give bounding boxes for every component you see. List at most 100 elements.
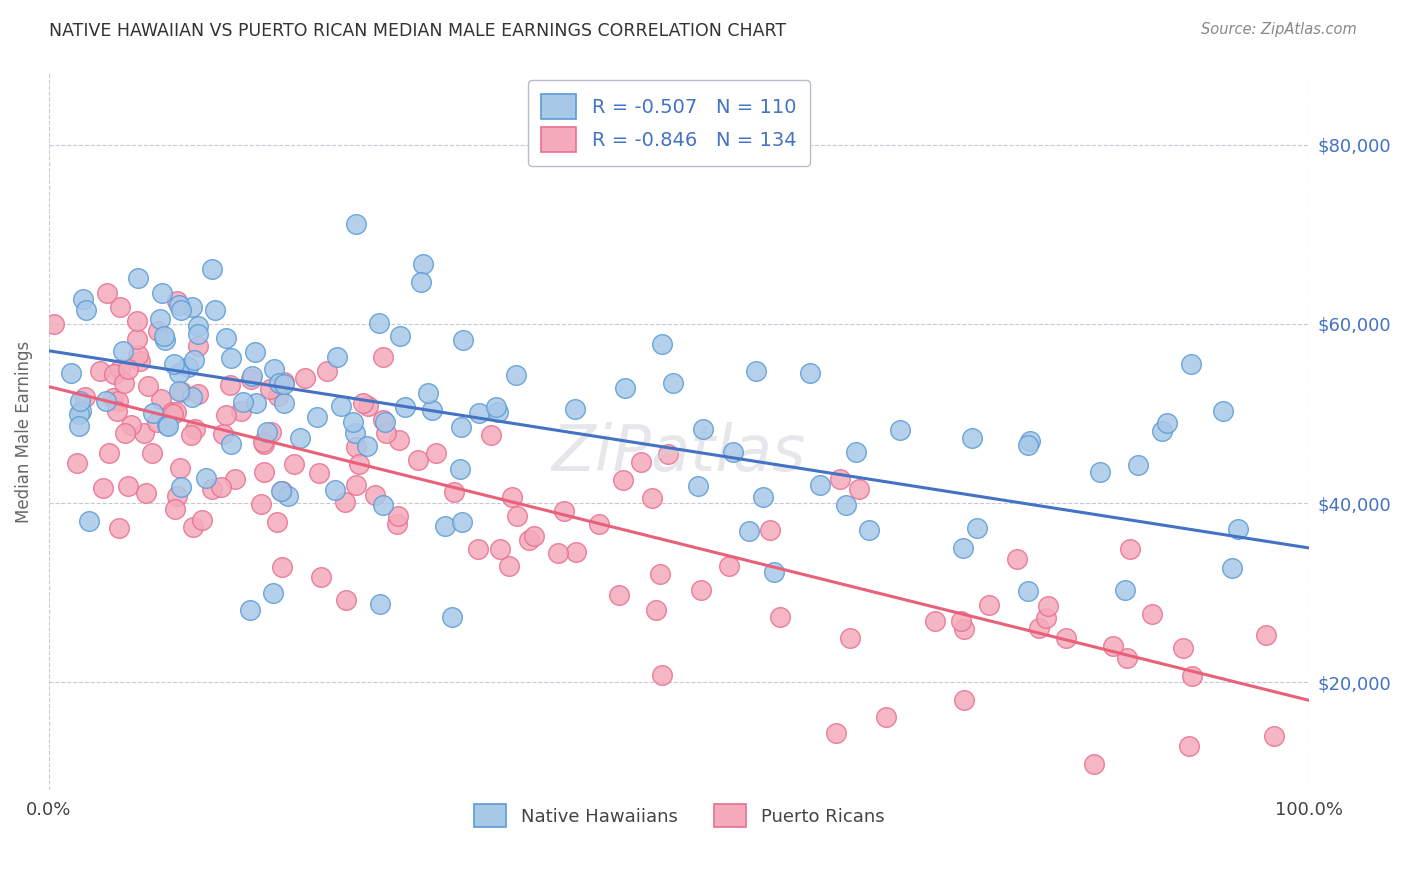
Point	[277, 489, 299, 503]
Point	[232, 395, 254, 409]
Point	[184, 421, 207, 435]
Point	[1227, 522, 1250, 536]
Point	[125, 332, 148, 346]
Point	[107, 521, 129, 535]
Point	[146, 415, 169, 429]
Point	[219, 351, 242, 365]
Point	[344, 217, 367, 231]
Point	[59, 366, 82, 380]
Point	[170, 480, 193, 494]
Point	[224, 472, 246, 486]
Text: NATIVE HAWAIIAN VS PUERTO RICAN MEDIAN MALE EARNINGS CORRELATION CHART: NATIVE HAWAIIAN VS PUERTO RICAN MEDIAN M…	[49, 22, 786, 40]
Point	[190, 513, 212, 527]
Point	[330, 399, 353, 413]
Point	[952, 541, 974, 556]
Point	[204, 303, 226, 318]
Point	[156, 417, 179, 432]
Point	[738, 524, 761, 538]
Point	[769, 610, 792, 624]
Point	[825, 726, 848, 740]
Point	[270, 483, 292, 498]
Point	[1254, 628, 1277, 642]
Point	[630, 455, 652, 469]
Point	[388, 329, 411, 343]
Point	[835, 499, 858, 513]
Point	[1212, 404, 1234, 418]
Point	[1156, 416, 1178, 430]
Point	[385, 517, 408, 532]
Point	[149, 311, 172, 326]
Point	[214, 408, 236, 422]
Point	[117, 479, 139, 493]
Point	[167, 298, 190, 312]
Point	[979, 599, 1001, 613]
Point	[114, 425, 136, 440]
Point	[245, 396, 267, 410]
Point	[1119, 542, 1142, 557]
Point	[356, 439, 378, 453]
Point	[488, 404, 510, 418]
Point	[409, 275, 432, 289]
Point	[250, 497, 273, 511]
Point	[689, 583, 711, 598]
Point	[150, 285, 173, 300]
Point	[252, 435, 274, 450]
Point	[170, 302, 193, 317]
Point	[763, 565, 786, 579]
Point	[858, 524, 880, 538]
Point	[214, 331, 236, 345]
Point	[201, 482, 224, 496]
Point	[1263, 729, 1285, 743]
Point	[240, 372, 263, 386]
Point	[1028, 621, 1050, 635]
Point	[564, 401, 586, 416]
Point	[745, 364, 768, 378]
Point	[267, 389, 290, 403]
Point	[77, 514, 100, 528]
Point	[283, 457, 305, 471]
Point	[889, 423, 911, 437]
Point	[243, 344, 266, 359]
Point	[163, 357, 186, 371]
Point	[180, 390, 202, 404]
Point	[759, 523, 782, 537]
Point	[67, 418, 90, 433]
Text: Source: ZipAtlas.com: Source: ZipAtlas.com	[1201, 22, 1357, 37]
Point	[363, 487, 385, 501]
Point	[651, 668, 673, 682]
Point	[70, 404, 93, 418]
Point	[661, 376, 683, 390]
Point	[270, 484, 292, 499]
Point	[94, 394, 117, 409]
Point	[187, 387, 209, 401]
Point	[1114, 582, 1136, 597]
Point	[256, 425, 278, 440]
Point	[875, 710, 897, 724]
Point	[266, 515, 288, 529]
Point	[273, 377, 295, 392]
Point	[72, 292, 94, 306]
Point	[1017, 584, 1039, 599]
Point	[449, 461, 471, 475]
Point	[368, 597, 391, 611]
Point	[523, 528, 546, 542]
Point	[240, 369, 263, 384]
Point	[323, 483, 346, 497]
Point	[960, 431, 983, 445]
Point	[112, 376, 135, 390]
Point	[420, 403, 443, 417]
Point	[374, 416, 396, 430]
Point	[565, 545, 588, 559]
Point	[153, 334, 176, 348]
Point	[1150, 424, 1173, 438]
Point	[167, 366, 190, 380]
Point	[479, 428, 502, 442]
Point	[547, 546, 569, 560]
Point	[117, 362, 139, 376]
Point	[69, 394, 91, 409]
Point	[498, 559, 520, 574]
Point	[553, 504, 575, 518]
Point	[180, 428, 202, 442]
Point	[149, 392, 172, 407]
Point	[1140, 607, 1163, 621]
